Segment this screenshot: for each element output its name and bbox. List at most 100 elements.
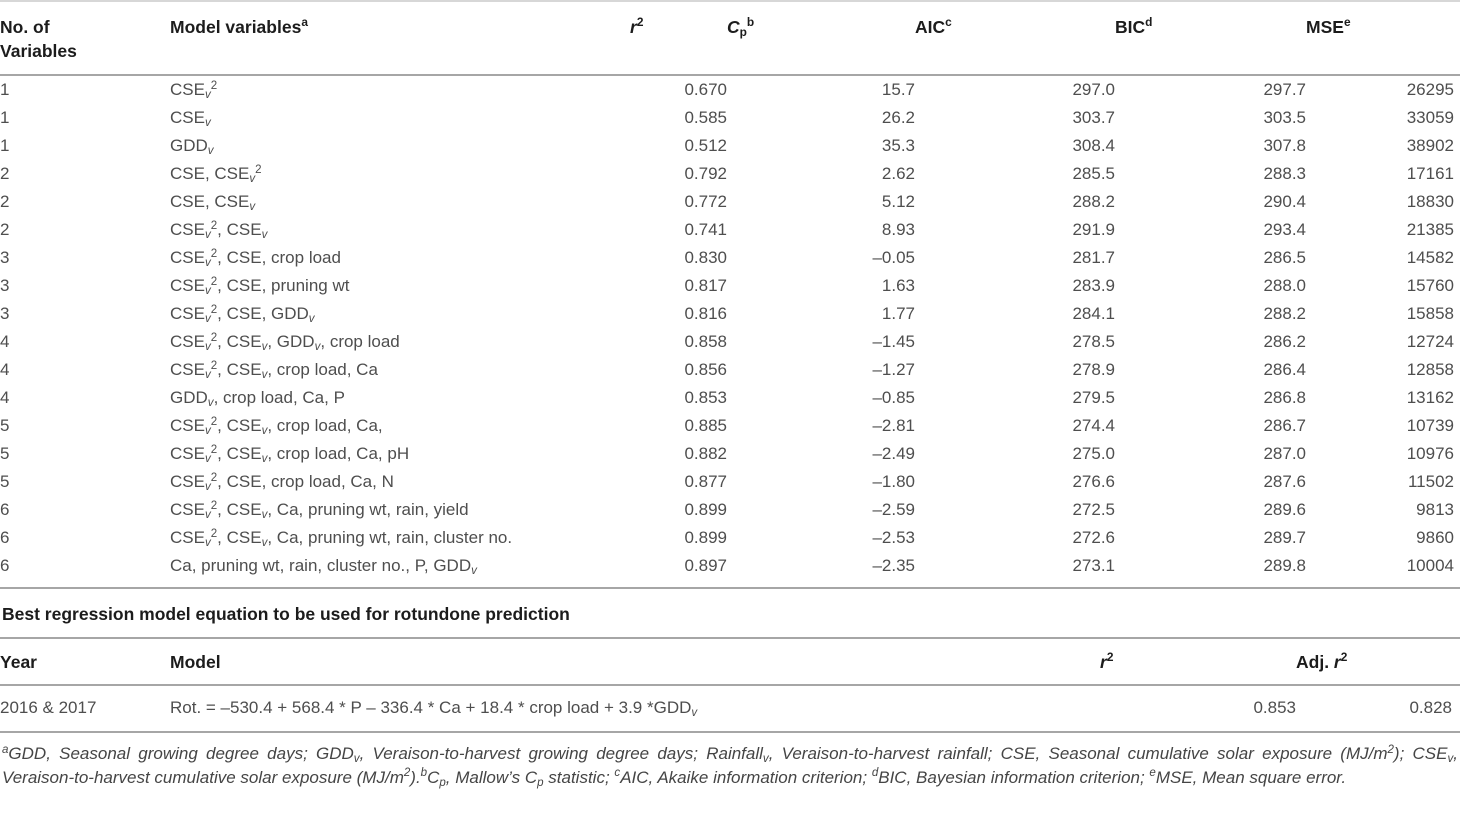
cell-r2: 0.670 bbox=[684, 80, 727, 99]
model-selection-table: No. of Variables Model variablesa r2 Cpb… bbox=[0, 0, 1460, 589]
col-header-bic: BICd bbox=[1115, 1, 1306, 76]
cell-bic: 288.2 bbox=[1263, 304, 1306, 323]
cell-bic: 288.3 bbox=[1263, 164, 1306, 183]
cell-aic: 275.0 bbox=[1072, 444, 1115, 463]
cell-bic: 293.4 bbox=[1263, 220, 1306, 239]
cell-model-variables: CSEv2, CSEv, crop load, Ca, bbox=[170, 415, 383, 438]
cell-mse: 15760 bbox=[1406, 276, 1454, 295]
table-footnote: aGDD, Seasonal growing degree days; GDDv… bbox=[2, 743, 1458, 789]
adj-r2-prefix: Adj. bbox=[1296, 652, 1334, 672]
cell-r2: 0.897 bbox=[630, 552, 727, 589]
cell-cp: –2.53 bbox=[872, 528, 915, 547]
cell-cp: 26.2 bbox=[881, 108, 915, 127]
cell-mse: 14582 bbox=[1406, 248, 1454, 267]
cell-aic: 272.6 bbox=[1072, 528, 1115, 547]
cell-bic: 286.7 bbox=[1263, 416, 1306, 435]
cell-cp: 1.77 bbox=[881, 304, 915, 323]
cell-year: 2016 & 2017 bbox=[0, 685, 170, 733]
best-model-section-title: Best regression model equation to be use… bbox=[0, 589, 1460, 639]
cell-cp: –1.27 bbox=[872, 360, 915, 379]
model-selection-table-row: 1 CSEv2 0.670 15.7 297.0 297.7 26295 bbox=[0, 75, 1460, 104]
cell-mse: 11502 bbox=[1407, 472, 1454, 491]
paper-table-figure: No. of Variables Model variablesa r2 Cpb… bbox=[0, 0, 1460, 789]
cell-bic: 286.8 bbox=[1263, 388, 1306, 407]
cell-aic: 278.9 bbox=[1072, 360, 1115, 379]
cell-aic: 291.9 bbox=[1072, 220, 1115, 239]
cell-r2: 0.853 bbox=[684, 388, 727, 407]
cell-bic: 289.8 bbox=[1115, 552, 1306, 589]
model-selection-table-row: 3 CSEv2, CSE, GDDv 0.816 1.77 284.1 288.… bbox=[0, 300, 1460, 328]
cell-no-of-variables: 2 bbox=[0, 220, 10, 239]
cell-no-of-variables: 2 bbox=[0, 192, 10, 211]
cell-model-variables: CSEv2, CSEv, Ca, pruning wt, rain, yield bbox=[170, 499, 469, 522]
cell-no-of-variables: 6 bbox=[0, 500, 10, 519]
cell-model-variables: CSEv2, CSE, crop load bbox=[170, 247, 341, 270]
cell-no-of-variables: 3 bbox=[0, 248, 10, 267]
cell-model-variables: CSEv2, CSEv, Ca, pruning wt, rain, clust… bbox=[170, 527, 513, 550]
cell-aic: 279.5 bbox=[1072, 388, 1115, 407]
cell-cp: –2.81 bbox=[872, 416, 915, 435]
cell-r2: 0.830 bbox=[684, 248, 727, 267]
best-model-table: Year Model r2 Adj. r2 2016 & 2017 Rot. =… bbox=[0, 639, 1460, 733]
cell-r2: 0.899 bbox=[684, 528, 727, 547]
cell-mse: 10976 bbox=[1406, 444, 1454, 463]
model-selection-table-row: 2 CSE, CSEv 0.772 5.12 288.2 290.4 18830 bbox=[0, 188, 1460, 216]
cell-r2: 0.882 bbox=[684, 444, 727, 463]
cell-bic: 287.6 bbox=[1263, 472, 1306, 491]
cell-no-of-variables: 1 bbox=[0, 108, 10, 127]
cell-aic: 284.1 bbox=[1072, 304, 1115, 323]
cell-bic: 307.8 bbox=[1263, 136, 1306, 155]
cell-model-variables: CSEv2, CSEv bbox=[170, 219, 268, 242]
cell-cp: –1.80 bbox=[872, 472, 915, 491]
cell-bic: 289.6 bbox=[1263, 500, 1306, 519]
model-selection-table-row: 5 CSEv2, CSEv, crop load, Ca, pH 0.882 –… bbox=[0, 440, 1460, 468]
cell-aic: 276.6 bbox=[1072, 472, 1115, 491]
cell-cp: –0.85 bbox=[872, 388, 915, 407]
cell-cp: 15.7 bbox=[881, 80, 915, 99]
col-header-model: Model bbox=[170, 639, 1100, 686]
cell-model-variables: CSE, CSEv2 bbox=[170, 163, 262, 186]
col-header-adj-r2: Adj. r2 bbox=[1296, 639, 1460, 686]
model-selection-table-row: 2 CSEv2, CSEv 0.741 8.93 291.9 293.4 213… bbox=[0, 216, 1460, 244]
cell-best-r2: 0.853 bbox=[1100, 685, 1296, 733]
cell-model-variables: CSEv bbox=[170, 108, 211, 130]
cell-cp: –2.59 bbox=[872, 500, 915, 519]
cell-aic: 281.7 bbox=[1072, 248, 1115, 267]
cell-model-variables: GDDv, crop load, Ca, P bbox=[170, 388, 345, 410]
cell-aic: 303.7 bbox=[1072, 108, 1115, 127]
cell-no-of-variables: 6 bbox=[0, 552, 170, 589]
col-header-no-of-variables: No. of Variables bbox=[0, 1, 170, 76]
cell-r2: 0.816 bbox=[684, 304, 727, 323]
cell-aic: 283.9 bbox=[1072, 276, 1115, 295]
cell-mse: 38902 bbox=[1406, 136, 1454, 155]
cell-bic: 286.2 bbox=[1263, 332, 1306, 351]
model-selection-table-row: 3 CSEv2, CSE, pruning wt 0.817 1.63 283.… bbox=[0, 272, 1460, 300]
cell-r2: 0.877 bbox=[684, 472, 727, 491]
cell-model-variables: GDDv bbox=[170, 136, 214, 158]
cell-bic: 286.5 bbox=[1263, 248, 1306, 267]
cell-model-variables: CSEv2, CSE, pruning wt bbox=[170, 275, 350, 298]
cell-r2: 0.885 bbox=[684, 416, 727, 435]
cell-cp: –1.45 bbox=[872, 332, 915, 351]
cell-r2: 0.585 bbox=[684, 108, 727, 127]
model-selection-table-row: 4 CSEv2, CSEv, crop load, Ca 0.856 –1.27… bbox=[0, 356, 1460, 384]
cell-aic: 297.0 bbox=[1072, 80, 1115, 99]
best-r2-label: r2 bbox=[1100, 650, 1114, 672]
model-selection-table-row: 2 CSE, CSEv2 0.792 2.62 285.5 288.3 1716… bbox=[0, 160, 1460, 188]
cell-aic: 274.4 bbox=[1072, 416, 1115, 435]
cell-mse: 18830 bbox=[1406, 192, 1454, 211]
cell-no-of-variables: 1 bbox=[0, 80, 10, 99]
cell-mse: 12858 bbox=[1406, 360, 1454, 379]
col-header-mse: MSEe bbox=[1306, 1, 1460, 76]
model-selection-table-row: 4 GDDv, crop load, Ca, P 0.853 –0.85 279… bbox=[0, 384, 1460, 412]
col-header-cp: Cpb bbox=[727, 1, 915, 76]
cell-mse: 21385 bbox=[1406, 220, 1454, 239]
cell-model-variables: CSEv2, CSE, crop load, Ca, N bbox=[170, 471, 394, 494]
cell-mse: 26295 bbox=[1406, 80, 1454, 99]
cell-model-variables: CSEv2, CSEv, crop load, Ca, pH bbox=[170, 443, 410, 466]
cell-no-of-variables: 3 bbox=[0, 304, 10, 323]
model-selection-header-row: No. of Variables Model variablesa r2 Cpb… bbox=[0, 1, 1460, 76]
cell-model-variables: CSE, CSEv bbox=[170, 192, 256, 214]
cell-cp: –0.05 bbox=[872, 248, 915, 267]
model-selection-table-row: 6 CSEv2, CSEv, Ca, pruning wt, rain, clu… bbox=[0, 524, 1460, 552]
